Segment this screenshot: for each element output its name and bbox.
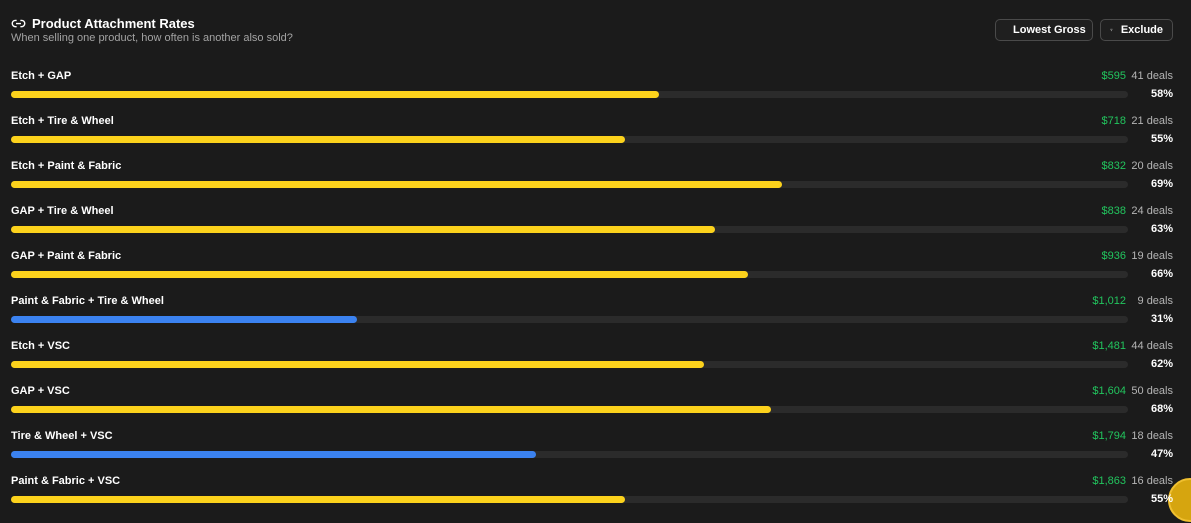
rate-label: 31%: [1150, 313, 1173, 325]
bar-track: [11, 226, 1128, 233]
bar: [11, 136, 626, 143]
row-label: Etch + Tire & Wheel: [11, 115, 114, 127]
row-label: Etch + VSC: [11, 340, 70, 352]
title: Product Attachment Rates: [32, 16, 195, 31]
deal-count: 9 deals: [1137, 295, 1173, 307]
bar: [11, 316, 358, 323]
bar-track: [11, 271, 1128, 278]
rate-label: 63%: [1150, 223, 1173, 235]
deal-count: 41 deals: [1131, 70, 1173, 82]
sort-button[interactable]: Lowest Gross: [995, 19, 1093, 41]
gross: $1,604: [1092, 385, 1126, 397]
row-label: Etch + GAP: [11, 70, 72, 82]
bar: [11, 451, 536, 458]
row-label: Etch + Paint & Fabric: [11, 160, 122, 172]
row-label: Paint & Fabric + VSC: [11, 475, 121, 487]
rate-label: 55%: [1150, 133, 1173, 145]
sort-label: Lowest Gross: [1013, 24, 1086, 36]
gross: $936: [1101, 250, 1126, 262]
rate-label: 66%: [1150, 268, 1173, 280]
rate-label: 69%: [1150, 178, 1173, 190]
filter-button[interactable]: Exclude: [1100, 19, 1173, 41]
gross: $1,794: [1092, 430, 1126, 442]
bar: [11, 406, 771, 413]
subtitle: When selling one product, how often is a…: [11, 32, 293, 44]
bar: [11, 271, 749, 278]
row-label: GAP + Tire & Wheel: [11, 205, 114, 217]
gross: $832: [1101, 160, 1126, 172]
row-label: Paint & Fabric + Tire & Wheel: [11, 295, 164, 307]
rate-label: 58%: [1150, 88, 1173, 100]
bar-track: [11, 361, 1128, 368]
bar: [11, 181, 782, 188]
deal-count: 19 deals: [1131, 250, 1173, 262]
deal-count: 16 deals: [1131, 475, 1173, 487]
bar: [11, 496, 626, 503]
link-icon: [11, 19, 26, 28]
rate-label: 62%: [1150, 358, 1173, 370]
rate-label: 47%: [1150, 448, 1173, 460]
gross: $1,481: [1092, 340, 1126, 352]
deal-count: 24 deals: [1131, 205, 1173, 217]
bar: [11, 226, 715, 233]
gross: $1,863: [1092, 475, 1126, 487]
filter-icon: [1110, 28, 1113, 32]
rate-label: 68%: [1150, 403, 1173, 415]
deal-count: 21 deals: [1131, 115, 1173, 127]
bar-track: [11, 91, 1128, 98]
deal-count: 20 deals: [1131, 160, 1173, 172]
bar-track: [11, 181, 1128, 188]
row-label: Tire & Wheel + VSC: [11, 430, 113, 442]
gross: $1,012: [1092, 295, 1126, 307]
gross: $595: [1101, 70, 1126, 82]
gross: $838: [1101, 205, 1126, 217]
bar-track: [11, 406, 1128, 413]
bar-track: [11, 451, 1128, 458]
bar: [11, 361, 704, 368]
filter-label: Exclude: [1120, 24, 1163, 36]
bar-track: [11, 316, 1128, 323]
deal-count: 44 deals: [1131, 340, 1173, 352]
rate-label: 55%: [1150, 493, 1173, 505]
bar-track: [11, 496, 1128, 503]
gross: $718: [1101, 115, 1126, 127]
deal-count: 18 deals: [1131, 430, 1173, 442]
bar-track: [11, 136, 1128, 143]
row-label: GAP + Paint & Fabric: [11, 250, 122, 262]
row-label: GAP + VSC: [11, 385, 70, 397]
bar: [11, 91, 659, 98]
deal-count: 50 deals: [1131, 385, 1173, 397]
